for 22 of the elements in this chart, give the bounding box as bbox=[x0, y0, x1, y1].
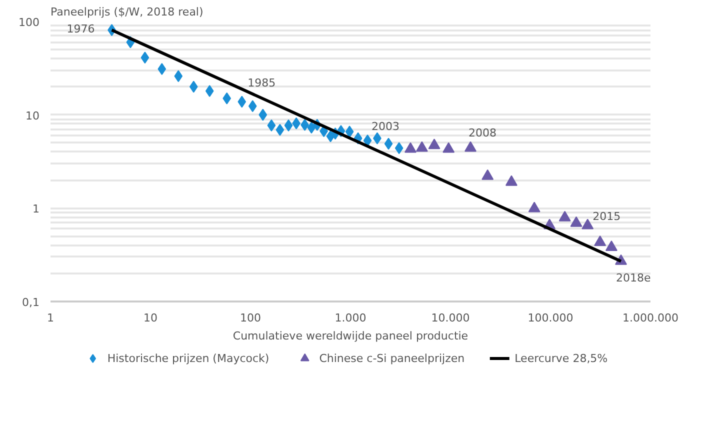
y-tick-label: 1 bbox=[32, 202, 40, 216]
annotation: 2018e bbox=[616, 272, 651, 285]
x-tick-label: 100.000 bbox=[528, 312, 574, 324]
x-axis-title: Cumulatieve wereldwijde paneel productie bbox=[232, 330, 468, 342]
x-tick-label: 10.000 bbox=[431, 312, 470, 324]
legend-label: Historische prijzen (Maycock) bbox=[107, 352, 270, 364]
x-tick-label: 1.000.000 bbox=[622, 312, 678, 324]
x-tick-label: 10 bbox=[144, 312, 158, 324]
y-tick-label: 100 bbox=[18, 16, 40, 29]
annotation: 1985 bbox=[248, 76, 276, 90]
y-axis-title: Paneelprijs ($/W, 2018 real) bbox=[50, 6, 204, 18]
annotation: 2008 bbox=[468, 126, 497, 140]
legend-label: Leercurve 28,5% bbox=[514, 352, 608, 364]
y-tick-label: 0,1 bbox=[22, 296, 40, 309]
y-tick-label: 10 bbox=[26, 109, 40, 122]
x-tick-label: 1.000 bbox=[334, 312, 366, 324]
annotation: 1976 bbox=[66, 22, 95, 36]
annotation: 2015 bbox=[592, 210, 621, 224]
annotation: 2003 bbox=[372, 120, 400, 134]
x-tick-label: 1 bbox=[47, 312, 54, 324]
legend-label: Chinese c-Si paneelprijzen bbox=[319, 352, 465, 364]
x-tick-label: 100 bbox=[240, 312, 261, 324]
